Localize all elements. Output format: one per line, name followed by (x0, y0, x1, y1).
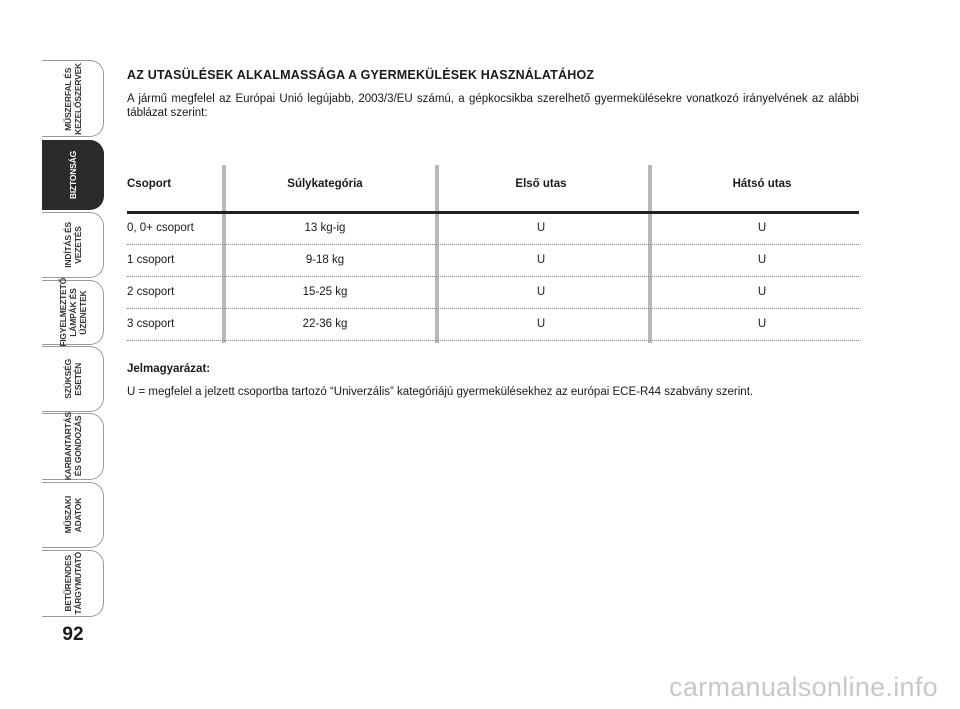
table-cell: U (536, 222, 546, 234)
column-divider (222, 165, 226, 343)
tab-label: SZÜKSÉG ESETÉN (63, 359, 83, 399)
sidebar-tab[interactable]: KARBANTARTÁS ÉS GONDOZÁS (42, 412, 104, 481)
column-header: Csoport (127, 178, 172, 190)
row-separator (127, 340, 859, 341)
tab-label: MŰSZERFAL ÉS KEZELŐSZERVEK (63, 63, 83, 135)
tab-label-line: MŰSZERFAL ÉS (62, 66, 73, 131)
table-cell: 13 kg-ig (304, 222, 346, 234)
tab-label: BIZTONSÁG (68, 151, 78, 199)
page-number: 92 (62, 624, 84, 645)
table-cell: U (536, 254, 546, 266)
sidebar-tab[interactable]: SZÜKSÉG ESETÉN (42, 346, 104, 412)
table-cell: 1 csoport (127, 254, 175, 266)
sidebar-tab[interactable]: BETŰRENDES TÁRGYMUTATÓ (42, 550, 104, 617)
legend-text: U = megfelel a jelzett csoportba tartozó… (127, 386, 754, 398)
column-divider (648, 165, 652, 343)
watermark: carmanualsonline.info (669, 672, 938, 702)
tab-label-line: KEZELŐSZERVEK (72, 62, 83, 135)
sidebar-tab[interactable]: INDÍTÁS ÉS VEZETÉS (42, 212, 104, 278)
sidebar-tab[interactable]: MŰSZAKI ADATOK (42, 482, 104, 548)
tab-label-line: ESETÉN (72, 362, 83, 396)
sidebar-tab[interactable]: MŰSZERFAL ÉS KEZELŐSZERVEK (42, 60, 104, 137)
tab-label: INDÍTÁS ÉS VEZETÉS (63, 222, 83, 268)
tab-label: KARBANTARTÁS ÉS GONDOZÁS (63, 412, 83, 480)
row-separator (127, 276, 859, 277)
table-cell: U (757, 286, 767, 298)
section-title: AZ UTASÜLÉSEK ALKALMASSÁGA A GYERMEKÜLÉS… (127, 68, 595, 82)
row-separator (127, 244, 859, 245)
sidebar-tab[interactable]: FIGYELMEZTETŐ LÁMPÁK ÉS ÜZENETEK (42, 278, 104, 347)
legend-title: Jelmagyarázat: (127, 363, 211, 375)
table-cell: U (757, 318, 767, 330)
column-header: Első utas (515, 178, 567, 190)
tab-label-line: VEZETÉS (72, 226, 83, 264)
table-cell: U (757, 222, 767, 234)
tab-label-line: ADATOK (72, 497, 83, 533)
table-cell: 15-25 kg (302, 286, 348, 298)
table-cell: U (757, 254, 767, 266)
column-header: Súlykategória (287, 178, 363, 190)
tab-label-line: BETŰRENDES (62, 555, 73, 612)
table: Csoport Súlykategória Első utas Hátsó utas 0… (127, 165, 859, 343)
tab-label: FIGYELMEZTETŐ LÁMPÁK ÉS ÜZENETEK (58, 278, 88, 347)
intro-paragraph: A jármű megfelel az Európai Unió legújab… (127, 93, 859, 119)
tab-label-line: BIZTONSÁG (67, 150, 78, 200)
tab-label-line: FIGYELMEZTETŐ (57, 278, 68, 347)
table-cell: 0, 0+ csoport (127, 222, 194, 234)
header-rule (127, 211, 859, 214)
tab-label-line: KARBANTARTÁS (62, 412, 73, 481)
row-separator (127, 308, 859, 309)
tab-label: MŰSZAKI ADATOK (63, 496, 83, 533)
table-cell: 22-36 kg (302, 318, 348, 330)
table-cell: 9-18 kg (305, 254, 345, 266)
tab-label-line: LÁMPÁK ÉS (67, 288, 78, 337)
tab-label-line: MŰSZAKI (62, 496, 73, 534)
sidebar-tab[interactable]: BIZTONSÁG (42, 140, 104, 210)
tab-label-line: INDÍTÁS ÉS (62, 222, 73, 268)
tab-label-line: ÜZENETEK (77, 290, 88, 335)
table-cell: 3 csoport (127, 318, 175, 330)
table-cell: U (536, 286, 546, 298)
column-header: Hátsó utas (732, 178, 792, 190)
table-cell: 2 csoport (127, 286, 175, 298)
tab-label-line: SZÜKSÉG (62, 359, 73, 399)
tab-label-line: TÁRGYMUTATÓ (72, 552, 83, 615)
column-divider (435, 165, 439, 343)
tab-label: BETŰRENDES TÁRGYMUTATÓ (63, 552, 83, 615)
table-cell: U (536, 318, 546, 330)
tab-label-line: ÉS GONDOZÁS (72, 416, 83, 477)
